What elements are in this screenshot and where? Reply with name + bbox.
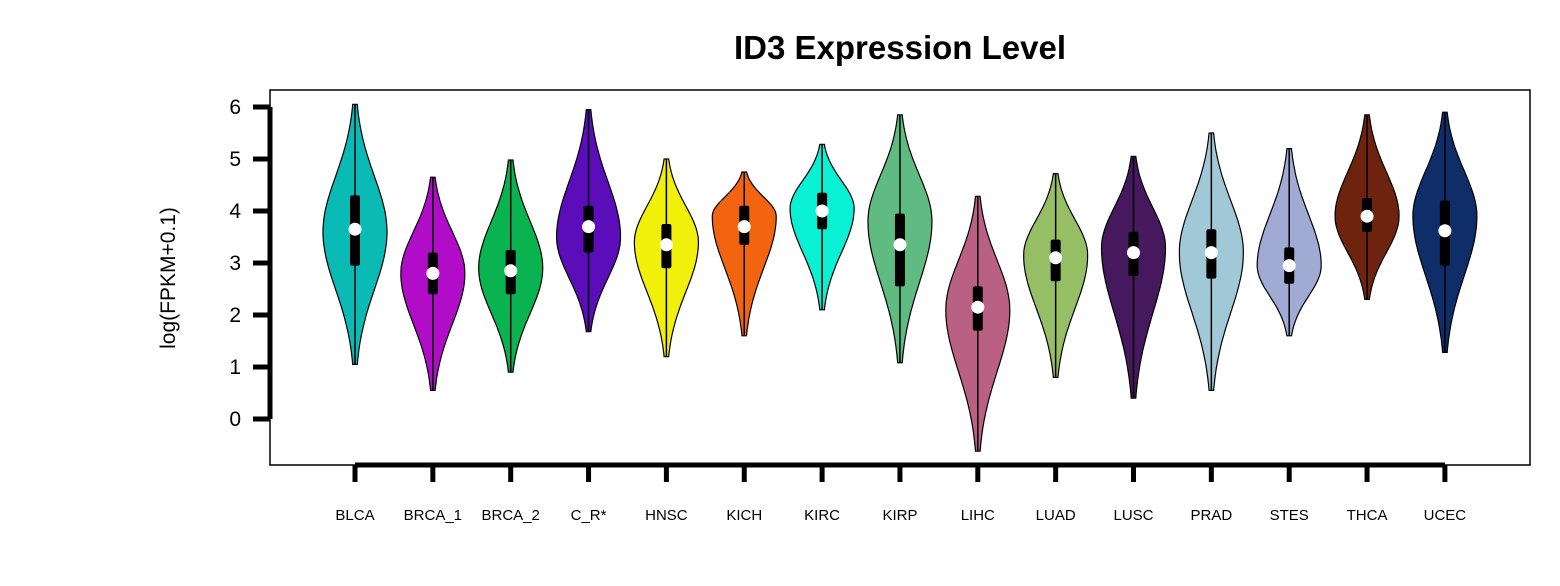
violin-median-point bbox=[1049, 251, 1063, 265]
x-tick-label: THCA bbox=[1347, 507, 1388, 524]
violin-kirp bbox=[867, 114, 933, 364]
x-tick-label: BRCA_2 bbox=[482, 507, 540, 524]
violin-luad bbox=[1023, 173, 1089, 378]
violin-brca-1 bbox=[400, 176, 466, 391]
violin-lusc bbox=[1100, 155, 1167, 399]
violin-median-point bbox=[504, 264, 518, 278]
y-tick-label: 0 bbox=[229, 408, 241, 431]
violin-median-point bbox=[582, 220, 596, 234]
x-tick-label: LIHC bbox=[961, 507, 995, 524]
x-tick-label: STES bbox=[1270, 507, 1309, 524]
y-tick-label: 3 bbox=[229, 252, 241, 275]
x-tick-label: KIRP bbox=[882, 507, 917, 524]
violin-median-point bbox=[1127, 246, 1140, 260]
x-tick-label: HNSC bbox=[645, 507, 688, 524]
x-tick-label: BRCA_1 bbox=[404, 507, 462, 524]
violin-median-point bbox=[893, 238, 907, 252]
chart-title: ID3 Expression Level bbox=[734, 29, 1066, 66]
y-axis-label: log(FPKM+0.1) bbox=[157, 207, 180, 349]
violin-ucec bbox=[1412, 111, 1478, 353]
x-tick-label: KIRC bbox=[804, 507, 840, 524]
x-axis: BLCA BRCA_1 BRCA_2 C_R* HNSC KICH KIRC KIRP LIHC… bbox=[335, 462, 1467, 524]
y-tick-label: 2 bbox=[229, 304, 241, 327]
y-axis: 0 1 2 3 4 5 6 bbox=[229, 96, 273, 431]
x-tick-label: C_R* bbox=[571, 507, 607, 524]
violin-median-point bbox=[1438, 224, 1452, 238]
x-tick-label: LUSC bbox=[1113, 507, 1153, 524]
violin-median-point bbox=[659, 238, 673, 252]
violin-brca-2 bbox=[478, 159, 544, 373]
x-tick-label: LUAD bbox=[1036, 507, 1076, 524]
violin-thca bbox=[1334, 114, 1400, 300]
violin-median-point bbox=[971, 300, 985, 314]
y-tick-label: 6 bbox=[229, 96, 241, 119]
violin-median-point bbox=[348, 222, 362, 236]
x-tick-label: PRAD bbox=[1191, 507, 1233, 524]
x-tick-label: UCEC bbox=[1424, 507, 1467, 524]
violin-blca bbox=[322, 103, 388, 365]
violin-median-point bbox=[426, 266, 440, 280]
violin-median-point bbox=[1360, 209, 1374, 223]
violin-kirc bbox=[789, 143, 855, 311]
violin-lihc bbox=[945, 195, 1011, 452]
violin-hnsc bbox=[633, 158, 699, 358]
y-tick-label: 4 bbox=[229, 200, 241, 223]
violin-median-point bbox=[1282, 259, 1296, 273]
violin-c-r- bbox=[556, 109, 622, 333]
violin-median-point bbox=[1204, 246, 1218, 260]
violin-median-point bbox=[737, 220, 751, 234]
violin-stes bbox=[1256, 148, 1322, 337]
violin-prad bbox=[1178, 132, 1244, 391]
y-tick-label: 1 bbox=[229, 356, 241, 379]
y-tick-label: 5 bbox=[229, 148, 241, 171]
x-tick-label: KICH bbox=[726, 507, 762, 524]
violin-median-point bbox=[815, 204, 829, 218]
x-tick-label: BLCA bbox=[335, 507, 374, 524]
violins bbox=[322, 103, 1478, 452]
violin-kich bbox=[711, 171, 777, 337]
